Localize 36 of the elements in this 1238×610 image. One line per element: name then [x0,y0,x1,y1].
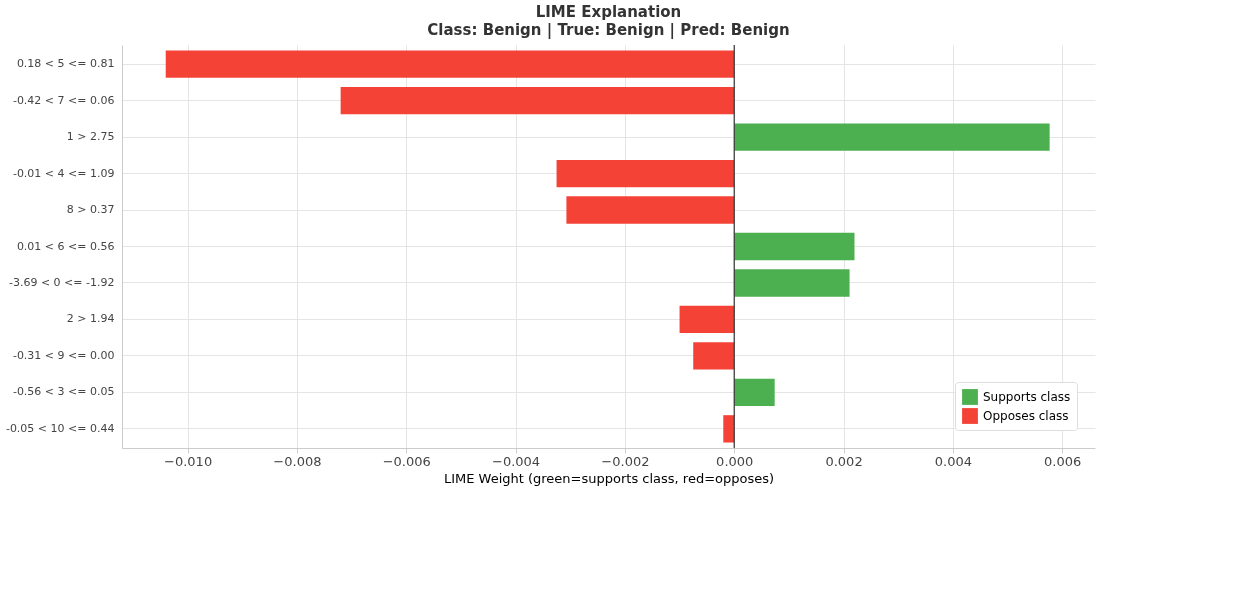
y-tick-label: 0.18 < 5 <= 0.81 [16,57,115,71]
x-tick-label: 0.004 [934,453,972,469]
y-tick-label: -0.56 < 3 <= 0.05 [12,385,115,399]
y-tick-label: -0.31 < 9 <= 0.00 [12,348,115,362]
x-tick-label: 0.002 [825,453,863,469]
chart-subtitle: Class: Benign | True: Benign | Pred: Benign [427,21,790,41]
y-tick-label: -3.69 < 0 <= -1.92 [8,275,115,289]
bar [723,415,735,443]
y-tick-label: -0.01 < 4 <= 1.09 [12,166,115,180]
bar [693,342,735,370]
bar [556,159,735,188]
x-tick-label: −0.002 [601,453,650,469]
x-tick-label: −0.004 [492,453,541,469]
x-tick-label: −0.006 [382,453,431,469]
chart-title: LIME Explanation [535,3,682,22]
x-tick-label: 0.006 [1044,453,1082,469]
legend-label: Supports class [983,390,1071,404]
y-tick-label: -0.42 < 7 <= 0.06 [12,93,115,107]
bar [165,50,735,78]
y-tick-label: 1 > 2.75 [66,130,115,144]
x-tick-label: 0.000 [716,453,754,469]
y-tick-label: 8 > 0.37 [66,203,115,217]
y-tick-label: 2 > 1.94 [66,312,115,326]
bar [566,196,735,224]
x-axis-title: LIME Weight (green=supports class, red=opposes) [443,470,775,486]
bar [679,305,735,334]
bar [734,232,855,261]
legend-label: Opposes class [983,409,1069,423]
x-tick-label: −0.010 [164,453,213,469]
bar [734,378,775,407]
bar [734,123,1050,151]
y-tick-label: 0.01 < 6 <= 0.56 [16,239,115,253]
bar [340,86,735,115]
bar [734,269,850,297]
y-tick-label: -0.05 < 10 <= 0.44 [5,421,115,435]
x-tick-label: −0.008 [273,453,322,469]
